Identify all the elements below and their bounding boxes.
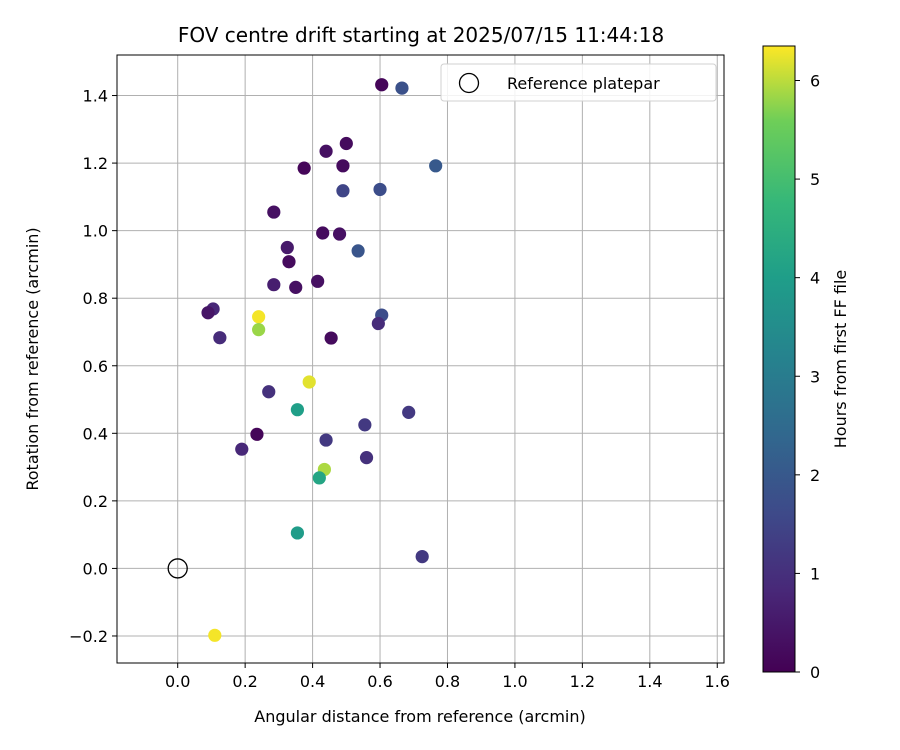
scatter-point <box>311 274 325 288</box>
scatter-point <box>312 471 326 485</box>
x-tick-label: 1.6 <box>705 672 730 691</box>
colorbar: 0 1 2 3 4 5 6 Hours from first FF file <box>762 45 850 682</box>
scatter-point <box>351 244 365 258</box>
legend-reference-marker <box>458 72 480 94</box>
colorbar-tick-label: 0 <box>810 663 820 682</box>
scatter-point <box>290 526 305 540</box>
colorbar-tick-label: 1 <box>810 564 820 583</box>
colorbar-tick-label: 6 <box>810 72 820 91</box>
colorbar-ticks: 0 1 2 3 4 5 6 <box>795 72 820 682</box>
x-tick-label: 1.0 <box>502 672 527 691</box>
scatter-points <box>201 78 443 642</box>
scatter-point <box>282 255 296 269</box>
colorbar-tick-label: 3 <box>810 367 820 386</box>
scatter-point <box>201 306 215 320</box>
y-axis-ticks: −0.2 0.0 0.2 0.4 0.6 0.8 1.0 1.2 1.4 <box>69 87 117 646</box>
scatter-point <box>395 81 409 95</box>
scatter-point <box>262 385 276 399</box>
scatter-point <box>213 331 227 345</box>
scatter-point <box>332 227 347 241</box>
chart-title: FOV centre drift starting at 2025/07/15 … <box>178 23 664 47</box>
legend: Reference platepar <box>440 63 717 102</box>
x-tick-label: 1.2 <box>570 672 595 691</box>
x-tick-label: 0.6 <box>367 672 392 691</box>
scatter-point <box>252 323 266 337</box>
scatter-point <box>235 442 249 456</box>
colorbar-tick-label: 2 <box>810 466 820 485</box>
y-tick-label: 0.6 <box>83 357 108 376</box>
plot-background <box>117 55 724 663</box>
scatter-point <box>415 550 429 564</box>
scatter-point <box>429 159 443 173</box>
scatter-point <box>339 136 353 151</box>
scatter-point <box>319 433 333 447</box>
colorbar-label: Hours from first FF file <box>831 270 850 449</box>
scatter-point <box>358 418 372 432</box>
scatter-point <box>297 161 311 175</box>
scatter-point <box>373 182 387 197</box>
y-tick-label: −0.2 <box>69 627 108 646</box>
scatter-point <box>375 78 389 92</box>
scatter-point <box>359 451 374 465</box>
y-tick-label: 1.4 <box>83 87 108 106</box>
plot-frame <box>116 54 725 664</box>
colorbar-gradient <box>762 45 796 673</box>
scatter-point <box>290 403 305 417</box>
scatter-point <box>336 184 350 198</box>
colorbar-tick-label: 5 <box>810 170 820 189</box>
x-tick-label: 0.8 <box>435 672 460 691</box>
scatter-point <box>267 278 281 292</box>
y-tick-label: 1.0 <box>83 222 108 241</box>
scatter-point <box>302 375 316 389</box>
scatter-point <box>267 205 281 219</box>
x-tick-label: 0.4 <box>300 672 325 691</box>
legend-box <box>440 63 717 102</box>
x-tick-label: 0.0 <box>165 672 190 691</box>
scatter-point <box>402 405 416 419</box>
y-tick-label: 0.8 <box>83 289 108 308</box>
x-axis-ticks: 0.0 0.2 0.4 0.6 0.8 1.0 1.2 1.4 1.6 <box>165 663 730 691</box>
scatter-point <box>316 226 330 240</box>
colorbar-tick-label: 4 <box>810 269 820 288</box>
scatter-point <box>252 310 266 324</box>
scatter-point <box>208 628 222 642</box>
plot-area: 0.0 0.2 0.4 0.6 0.8 1.0 1.2 1.4 1.6 −0.20.00.20.… <box>69 54 730 691</box>
scatter-point <box>371 316 385 331</box>
y-tick-label: 0.4 <box>83 424 108 443</box>
y-axis-label: Rotation from reference (arcmin) <box>23 227 42 490</box>
reference-point-marker <box>167 558 188 579</box>
x-tick-label: 1.4 <box>637 672 662 691</box>
scatter-point <box>250 427 264 441</box>
scatter-point <box>336 159 350 173</box>
y-tick-label: 0.0 <box>83 559 108 578</box>
scatter-point <box>319 144 333 158</box>
y-tick-label: 0.2 <box>83 492 108 511</box>
x-axis-label: Angular distance from reference (arcmin) <box>254 707 585 726</box>
x-tick-label: 0.2 <box>232 672 257 691</box>
scatter-point <box>280 240 294 255</box>
y-tick-label: 1.2 <box>83 154 108 173</box>
grid <box>117 55 724 663</box>
scatter-point <box>324 331 338 345</box>
scatter-point <box>289 280 303 294</box>
legend-entry-reference: Reference platepar <box>507 74 660 93</box>
